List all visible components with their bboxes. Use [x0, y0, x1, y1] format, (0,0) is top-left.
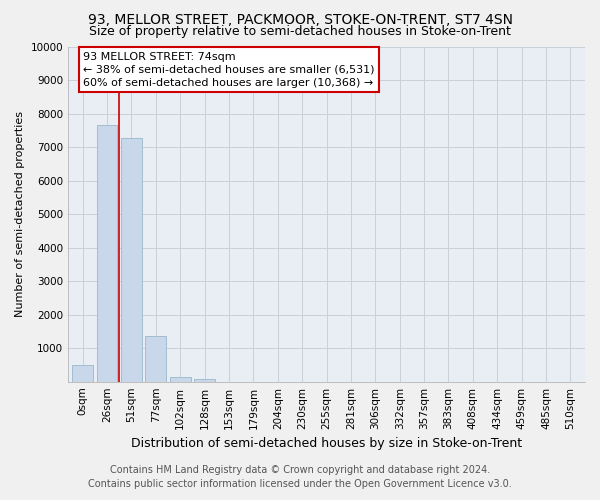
- Bar: [145, 336, 166, 382]
- Text: 93 MELLOR STREET: 74sqm
← 38% of semi-detached houses are smaller (6,531)
60% of: 93 MELLOR STREET: 74sqm ← 38% of semi-de…: [83, 52, 374, 88]
- Bar: [170, 378, 191, 382]
- Bar: [121, 138, 142, 382]
- Bar: [73, 365, 93, 382]
- X-axis label: Distribution of semi-detached houses by size in Stoke-on-Trent: Distribution of semi-detached houses by …: [131, 437, 522, 450]
- Text: 93, MELLOR STREET, PACKMOOR, STOKE-ON-TRENT, ST7 4SN: 93, MELLOR STREET, PACKMOOR, STOKE-ON-TR…: [88, 12, 512, 26]
- Text: Contains HM Land Registry data © Crown copyright and database right 2024.
Contai: Contains HM Land Registry data © Crown c…: [88, 465, 512, 489]
- Text: Size of property relative to semi-detached houses in Stoke-on-Trent: Size of property relative to semi-detach…: [89, 24, 511, 38]
- Bar: [194, 378, 215, 382]
- Y-axis label: Number of semi-detached properties: Number of semi-detached properties: [15, 111, 25, 317]
- Bar: [97, 126, 118, 382]
